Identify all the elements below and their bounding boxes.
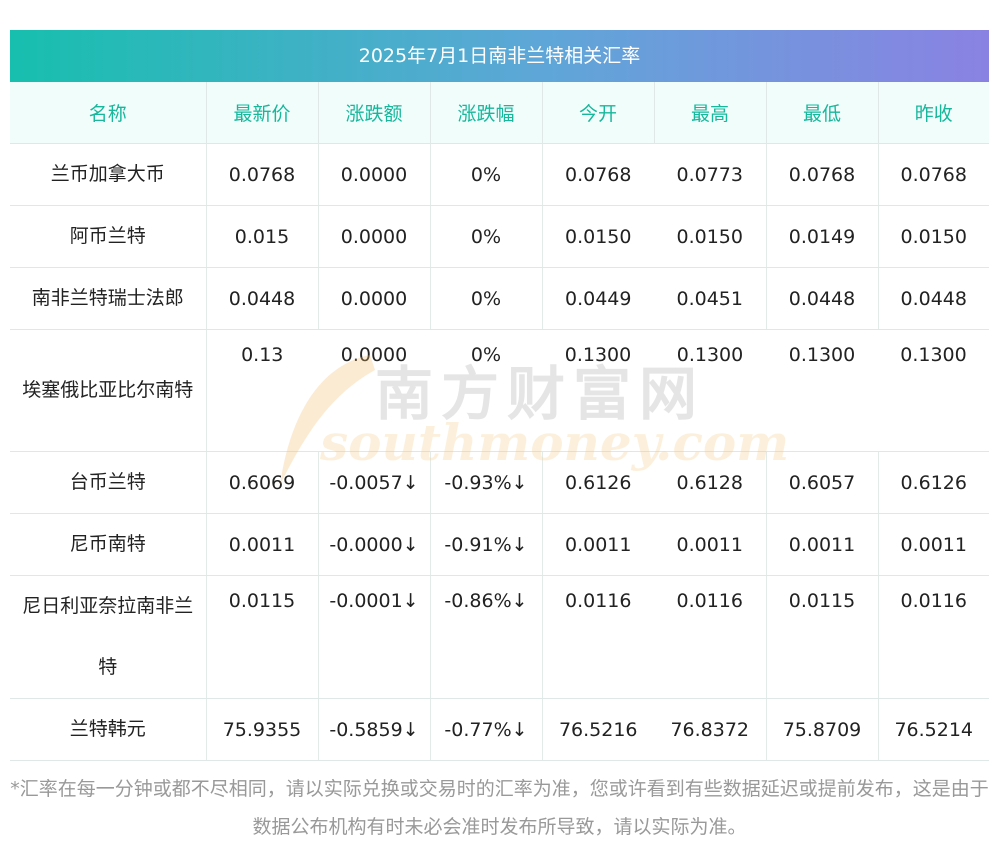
change-percent: -0.93%↓: [430, 451, 543, 514]
currency-name: 台币兰特: [10, 451, 207, 514]
prev-close: 0.0011: [878, 513, 989, 576]
currency-name: 尼币南特: [10, 513, 207, 576]
latest-price: 0.6069: [206, 451, 319, 514]
low-price: 0.0768: [766, 143, 879, 206]
change-amount: -0.5859↓: [318, 698, 431, 761]
prev-close: 0.0448: [878, 267, 989, 330]
change-percent: -0.77%↓: [430, 698, 543, 761]
table-row: 尼日利亚奈拉南非兰特 0.0115 -0.0001↓ -0.86%↓ 0.011…: [10, 575, 989, 699]
low-price: 0.0149: [766, 205, 879, 268]
table-row: 兰币加拿大币 0.0768 0.0000 0% 0.0768 0.0773 0.…: [10, 143, 989, 206]
high-price: 76.8372: [654, 698, 767, 761]
currency-name: 埃塞俄比亚比尔南特: [10, 329, 207, 452]
open-price: 0.0150: [542, 205, 654, 268]
latest-price: 0.0448: [206, 267, 319, 330]
latest-price: 75.9355: [206, 698, 319, 761]
change-amount: -0.0057↓: [318, 451, 431, 514]
col-header-open: 今开: [542, 82, 655, 144]
change-percent: -0.91%↓: [430, 513, 543, 576]
col-header-prev-close: 昨收: [878, 82, 989, 144]
change-amount: -0.0000↓: [318, 513, 431, 576]
disclaimer-note: *汇率在每一分钟或都不尽相同，请以实际兑换或交易时的汇率为准，您或许看到有些数据…: [10, 778, 989, 838]
change-percent: 0%: [430, 143, 543, 206]
table-row: 尼币南特 0.0011 -0.0000↓ -0.91%↓ 0.0011 0.00…: [10, 513, 989, 576]
change-amount: 0.0000: [318, 143, 431, 206]
change-percent: 0%: [430, 329, 542, 452]
rate-table-panel: 2025年7月1日南非兰特相关汇率 名称 最新价 涨跌额 涨跌幅 今开 最高 最…: [10, 30, 989, 761]
open-price: 0.6126: [542, 451, 654, 514]
high-price: 0.0011: [654, 513, 767, 576]
low-price: 0.0448: [766, 267, 879, 330]
low-price: 0.1300: [766, 329, 878, 452]
high-price: 0.0150: [654, 205, 767, 268]
prev-close: 0.0768: [878, 143, 989, 206]
header-row: 名称 最新价 涨跌额 涨跌幅 今开 最高 最低 昨收: [10, 82, 989, 144]
col-header-low: 最低: [766, 82, 879, 144]
change-amount: -0.0001↓: [318, 575, 431, 699]
table-row: 台币兰特 0.6069 -0.0057↓ -0.93%↓ 0.6126 0.61…: [10, 451, 989, 514]
open-price: 0.0011: [542, 513, 654, 576]
prev-close: 0.0150: [878, 205, 989, 268]
open-price: 0.0116: [542, 575, 654, 699]
table-title: 2025年7月1日南非兰特相关汇率: [10, 30, 989, 82]
high-price: 0.6128: [654, 451, 767, 514]
latest-price: 0.0115: [206, 575, 319, 699]
currency-name: 阿币兰特: [10, 205, 207, 268]
prev-close: 0.0116: [878, 575, 989, 699]
prev-close: 76.5214: [878, 698, 989, 761]
open-price: 76.5216: [542, 698, 654, 761]
change-amount: 0.0000: [318, 329, 430, 452]
change-amount: 0.0000: [318, 267, 431, 330]
table-row: 兰特韩元 75.9355 -0.5859↓ -0.77%↓ 76.5216 76…: [10, 698, 989, 761]
open-price: 0.0449: [542, 267, 654, 330]
high-price: 0.1300: [654, 329, 766, 452]
table-row: 南非兰特瑞士法郎 0.0448 0.0000 0% 0.0449 0.0451 …: [10, 267, 989, 330]
high-price: 0.0451: [654, 267, 767, 330]
latest-price: 0.13: [206, 329, 318, 452]
change-percent: 0%: [430, 267, 543, 330]
latest-price: 0.015: [206, 205, 319, 268]
open-price: 0.0768: [542, 143, 654, 206]
col-header-latest: 最新价: [206, 82, 319, 144]
change-percent: -0.86%↓: [430, 575, 543, 699]
col-header-change: 涨跌额: [318, 82, 431, 144]
col-header-high: 最高: [654, 82, 767, 144]
prev-close: 0.1300: [878, 329, 989, 452]
high-price: 0.0116: [654, 575, 767, 699]
col-header-change-pct: 涨跌幅: [430, 82, 543, 144]
table-row: 阿币兰特 0.015 0.0000 0% 0.0150 0.0150 0.014…: [10, 205, 989, 268]
change-percent: 0%: [430, 205, 543, 268]
prev-close: 0.6126: [878, 451, 989, 514]
currency-name: 兰特韩元: [10, 698, 207, 761]
low-price: 0.6057: [766, 451, 879, 514]
low-price: 0.0011: [766, 513, 879, 576]
currency-name: 兰币加拿大币: [10, 143, 207, 206]
latest-price: 0.0011: [206, 513, 319, 576]
exchange-rate-table: 名称 最新价 涨跌额 涨跌幅 今开 最高 最低 昨收 兰币加拿大币 0.0768…: [10, 82, 989, 761]
currency-name: 南非兰特瑞士法郎: [10, 267, 207, 330]
open-price: 0.1300: [542, 329, 654, 452]
change-amount: 0.0000: [318, 205, 431, 268]
low-price: 75.8709: [766, 698, 879, 761]
latest-price: 0.0768: [206, 143, 319, 206]
currency-name: 尼日利亚奈拉南非兰特: [10, 575, 207, 699]
high-price: 0.0773: [654, 143, 767, 206]
low-price: 0.0115: [766, 575, 879, 699]
col-header-name: 名称: [10, 82, 207, 144]
table-row: 埃塞俄比亚比尔南特 0.13 0.0000 0% 0.1300 0.1300 0…: [10, 329, 989, 452]
